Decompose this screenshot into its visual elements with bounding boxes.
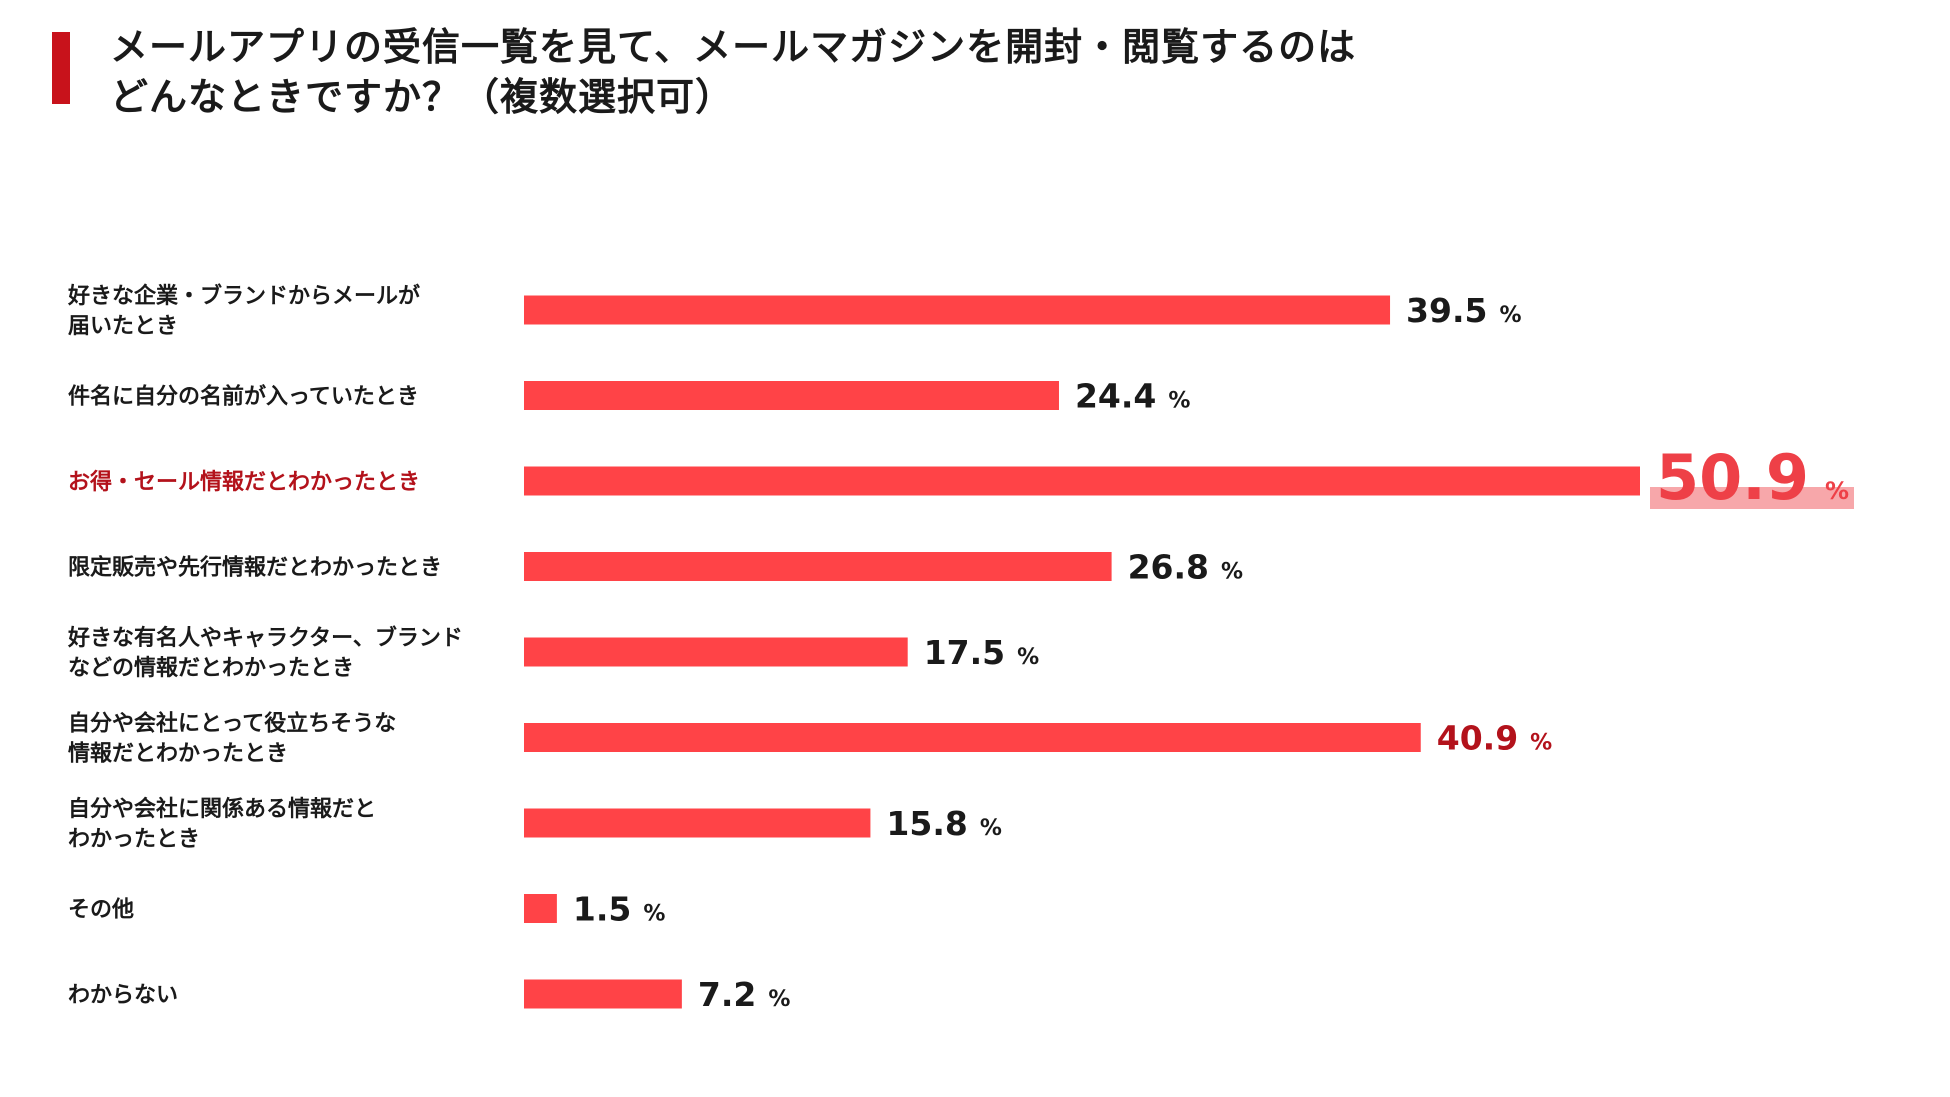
bar <box>524 979 682 1009</box>
title-accent-bar <box>52 32 70 104</box>
highlight-band <box>1650 487 1854 509</box>
value-number: 24.4 <box>1075 377 1156 416</box>
category-label: 自分や会社に関係ある情報だと <box>68 796 376 822</box>
value-number: 1.5 <box>573 890 631 929</box>
value-unit: % <box>768 987 790 1012</box>
category-label: 件名に自分の名前が入っていたとき <box>68 384 419 410</box>
bar <box>524 808 871 838</box>
bar <box>524 552 1112 581</box>
bar <box>524 723 1421 752</box>
value-number: 7.2 <box>698 975 756 1014</box>
chart-title-line-2: どんなときですか？（複数選択可） <box>110 75 735 119</box>
bar <box>524 381 1059 410</box>
value-number: 40.9 <box>1437 719 1518 758</box>
value-unit: % <box>980 816 1002 841</box>
category-label: 自分や会社にとって役立ちそうな <box>68 711 396 737</box>
chart-title: メールアプリの受信一覧を見て、メールマガジンを開封・閲覧するのは どんなときです… <box>110 22 1356 122</box>
bar <box>524 637 908 667</box>
value-unit: % <box>1499 303 1521 328</box>
bar <box>524 295 1391 325</box>
value-label: 17.5% <box>924 633 1039 672</box>
value-label: 50.9% <box>1656 441 1849 514</box>
value-label: 40.9% <box>1437 719 1552 758</box>
bar <box>524 894 557 923</box>
category-label: お得・セール情報だとわかったとき <box>68 469 420 495</box>
value-number: 15.8 <box>886 804 967 843</box>
value-label: 7.2% <box>698 975 791 1014</box>
value-unit: % <box>643 902 665 927</box>
value-label: 24.4% <box>1075 377 1190 416</box>
category-label: 好きな有名人やキャラクター、ブランド <box>67 625 463 651</box>
value-unit: % <box>1221 560 1243 585</box>
value-label: 39.5% <box>1406 291 1521 330</box>
value-unit: % <box>1530 731 1552 756</box>
value-unit: % <box>1168 389 1190 414</box>
bar <box>524 466 1640 496</box>
category-label: 限定販売や先行情報だとわかったとき <box>68 555 442 581</box>
value-label: 15.8% <box>886 804 1001 843</box>
value-label: 26.8% <box>1128 548 1243 587</box>
category-label: などの情報だとわかったとき <box>68 655 354 681</box>
chart-title-line-1: メールアプリの受信一覧を見て、メールマガジンを開封・閲覧するのは <box>110 25 1357 69</box>
value-number: 26.8 <box>1128 548 1209 587</box>
category-label: 情報だとわかったとき <box>68 741 288 767</box>
category-label: 届いたとき <box>68 314 178 339</box>
value-number: 39.5 <box>1406 291 1487 330</box>
value-unit: % <box>1017 645 1039 670</box>
value-number: 17.5 <box>924 633 1005 672</box>
category-label: その他 <box>68 898 134 923</box>
category-label: わからない <box>68 983 178 1008</box>
category-label: わかったとき <box>68 827 200 852</box>
value-unit: % <box>1825 477 1849 505</box>
value-label: 1.5% <box>573 890 666 929</box>
value-number: 50.9 <box>1656 441 1809 514</box>
category-label: 好きな企業・ブランドからメールが <box>67 283 420 309</box>
